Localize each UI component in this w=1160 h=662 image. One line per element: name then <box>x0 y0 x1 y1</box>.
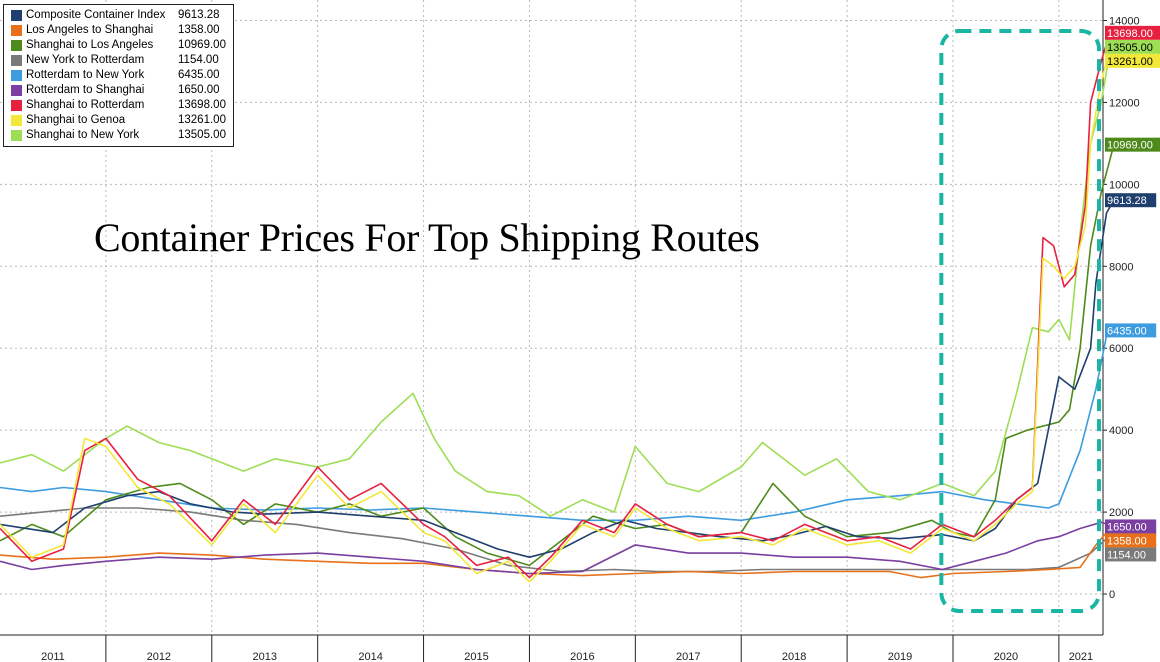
legend-series-value: 1650.00 <box>178 84 220 96</box>
x-tick-label: 2011 <box>41 651 65 662</box>
series-line <box>0 329 1115 522</box>
series-line <box>0 531 1115 579</box>
series-line <box>0 507 1115 573</box>
end-label-bg <box>1105 137 1160 152</box>
legend-item: New York to Rotterdam 1154.00 <box>11 53 230 67</box>
end-label-bg <box>1105 519 1157 534</box>
chart-title: Container Prices For Top Shipping Routes <box>94 215 760 260</box>
y-tick-label: 4000 <box>1109 425 1133 437</box>
y-tick-label: 14000 <box>1109 15 1140 27</box>
legend-swatch <box>11 129 22 141</box>
end-value-label: 6435.00 <box>1107 325 1147 337</box>
legend-series-value: 9613.28 <box>178 9 220 21</box>
legend-series-value: 1154.00 <box>178 54 219 66</box>
highlight-box <box>939 29 1101 613</box>
legend-item: Shanghai to Los Angeles 10969.00 <box>11 38 230 52</box>
legend-item: Shanghai to Rotterdam 13698.00 <box>11 98 230 112</box>
x-tick-label: 2021 <box>1069 651 1093 662</box>
legend-swatch <box>11 84 22 96</box>
end-value-label: 1650.00 <box>1107 521 1147 533</box>
series-line <box>0 48 1115 583</box>
end-value-labels: 13698.00 13505.00 13261.00 10969.00 9613.28 6… <box>1105 25 1160 562</box>
legend-item: Rotterdam to New York 6435.00 <box>11 68 230 82</box>
x-tick-label: 2014 <box>358 651 382 662</box>
x-tick-label: 2018 <box>782 651 806 662</box>
legend-swatch <box>11 9 22 21</box>
end-value-label: 1358.00 <box>1107 535 1147 547</box>
end-label-bg <box>1105 53 1160 68</box>
end-label-bg <box>1105 25 1160 40</box>
end-label-bg <box>1105 323 1157 338</box>
end-value-label: 9613.28 <box>1107 195 1147 207</box>
legend-series-name: Shanghai to New York <box>26 129 140 141</box>
end-value-label: 10969.00 <box>1107 140 1153 152</box>
legend-item: Los Angeles to Shanghai 1358.00 <box>11 23 230 37</box>
y-tick-label: 8000 <box>1109 261 1133 273</box>
y-tick-label: 0 <box>1109 589 1115 601</box>
legend-series-name: Shanghai to Genoa <box>26 114 126 126</box>
legend-item: Shanghai to Genoa 13261.00 <box>11 113 230 127</box>
end-label-bg <box>1105 193 1157 208</box>
legend-swatch <box>11 54 22 66</box>
legend-series-name: New York to Rotterdam <box>26 54 145 66</box>
end-label-bg <box>1105 533 1157 548</box>
legend-swatch <box>11 99 22 111</box>
highlight-rect <box>939 29 1101 613</box>
legend-series-value: 13698.00 <box>178 99 226 111</box>
x-axis: 2011 2012 2013 2014 2015 2016 2017 2018 2019 2020… <box>0 634 1103 662</box>
end-label-bg <box>1105 547 1157 562</box>
x-tick-label: 2019 <box>888 651 912 662</box>
legend-series-value: 10969.00 <box>178 39 226 51</box>
legend-item: Rotterdam to Shanghai 1650.00 <box>11 83 230 97</box>
x-tick-label: 2016 <box>570 651 594 662</box>
end-label-bg <box>1105 39 1160 54</box>
legend-series-name: Rotterdam to New York <box>26 69 145 81</box>
x-tick-label: 2017 <box>676 651 700 662</box>
y-axis: 0 2000 4000 6000 8000 10000 12000 14000 <box>1102 0 1140 635</box>
legend-series-name: Shanghai to Rotterdam <box>26 99 145 111</box>
x-tick-label: 2013 <box>252 651 276 662</box>
legend-series-name: Rotterdam to Shanghai <box>26 84 145 96</box>
y-tick-label: 10000 <box>1109 179 1140 191</box>
legend-swatch <box>11 114 22 126</box>
legend-series-value: 6435.00 <box>178 69 220 81</box>
series-lines <box>0 31 1115 583</box>
y-tick-label: 6000 <box>1109 343 1133 355</box>
legend-series-name: Composite Container Index <box>26 9 166 21</box>
x-tick-label: 2012 <box>147 651 171 662</box>
end-value-label: 13261.00 <box>1107 56 1153 68</box>
x-tick-label: 2020 <box>994 651 1018 662</box>
series-line <box>0 40 1114 517</box>
legend-item: Composite Container Index 9613.28 <box>11 8 230 22</box>
legend-series-value: 13261.00 <box>178 114 226 126</box>
end-value-label: 1154.00 <box>1107 549 1146 561</box>
end-value-label: 13698.00 <box>1107 28 1153 40</box>
legend: Composite Container Index 9613.28 Los Ange… <box>3 4 234 147</box>
end-value-label: 13505.00 <box>1107 42 1153 54</box>
legend-series-name: Shanghai to Los Angeles <box>26 39 154 51</box>
y-tick-label: 2000 <box>1109 507 1133 519</box>
legend-swatch <box>11 24 22 36</box>
legend-series-value: 13505.00 <box>178 129 226 141</box>
legend-series-value: 1358.00 <box>178 24 220 36</box>
legend-item: Shanghai to New York 13505.00 <box>11 128 230 142</box>
legend-series-name: Los Angeles to Shanghai <box>26 24 154 36</box>
series-line <box>0 521 1115 575</box>
series-line <box>0 31 1114 579</box>
y-tick-label: 12000 <box>1109 97 1140 109</box>
legend-swatch <box>11 39 22 51</box>
legend-swatch <box>11 69 22 81</box>
x-tick-label: 2015 <box>464 651 488 662</box>
